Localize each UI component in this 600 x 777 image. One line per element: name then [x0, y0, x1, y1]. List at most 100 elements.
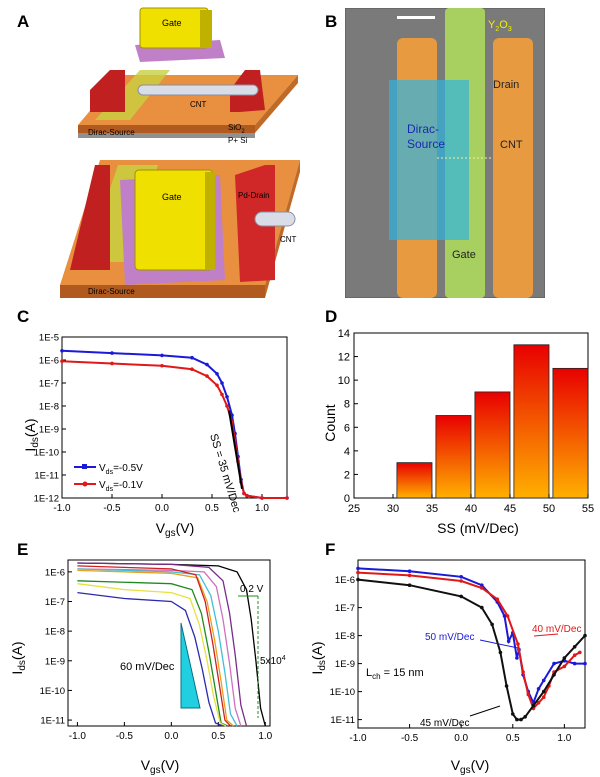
device-schematic: Gate CNT Dirac-Source SiO2 P+ Si Gate Pd… [60, 7, 300, 298]
drain-label: Drain [493, 79, 519, 91]
d-plot-xtick-label-2: 35 [426, 503, 438, 515]
c-plot-ytick-label-0: 1E-12 [34, 494, 59, 505]
chart-f-red-ss: 40 mV/Dec [532, 624, 581, 635]
c-plot-point-1-3 [190, 367, 194, 371]
chart-e-ylabel: Ids(A) [9, 641, 28, 674]
f-plot-point-2-9 [519, 717, 523, 722]
d-plot-bar-3 [513, 344, 550, 499]
chart-f-blue-pointer [479, 639, 519, 649]
f-plot-xtick-label-3: 0.5 [506, 733, 520, 744]
f-plot-point-1-5 [505, 614, 510, 618]
f-plot-point-0-17 [572, 661, 577, 666]
e-plot-xtick-label-3: 0.5 [211, 731, 225, 742]
gate-block-top [139, 7, 209, 49]
f-plot-ytick-label-1: 1E-10 [330, 687, 355, 698]
e-plot-series-purple [77, 562, 248, 727]
d-plot-ytick-label-6: 12 [338, 352, 350, 364]
drain-electrode [493, 38, 533, 298]
e-plot-ytick-label-3: 1E-8 [45, 627, 65, 638]
f-plot-point-1-4 [495, 597, 500, 601]
chart-f-ylabel: Ids(A) [309, 641, 328, 674]
panel-label-d: D [325, 307, 338, 326]
chart-d-xlabel: SS (mV/Dec) [437, 520, 519, 536]
f-plot-point-1-15 [572, 653, 577, 657]
f-plot-point-1-8 [526, 692, 531, 697]
c-plot-series-vds--0-5v [61, 349, 287, 499]
e-plot-ytick-label-0: 1E-11 [40, 716, 65, 727]
e-plot-series-green [77, 580, 228, 727]
chart-f-red-pointer [533, 633, 559, 637]
legend-label-blue: Vds=-0.5V [99, 463, 143, 476]
chart-e-vshift-label: 0.2 V [240, 584, 264, 595]
e-plot-xtick-label-2: 0.0 [164, 731, 178, 742]
c-plot-point-0-1 [110, 351, 114, 355]
cnt-label: CNT [500, 139, 523, 151]
f-plot-point-0-5 [502, 614, 507, 618]
c-plot-ytick-label-7: 1E-5 [39, 333, 59, 344]
e-plot-xtick-label-4: 1.0 [258, 731, 272, 742]
c-plot-point-0-2 [160, 353, 164, 358]
f-plot-point-2-12 [541, 689, 546, 694]
f-plot-point-2-15 [572, 645, 577, 649]
c-plot-xtick-label-2: 0.0 [155, 503, 169, 514]
d-plot-bar-1 [435, 415, 472, 499]
e-plot-series-blue [77, 591, 224, 727]
source-label-bottom: Dirac-Source [88, 287, 135, 296]
panel-label-b: B [325, 12, 338, 31]
c-plot-point-1-7 [225, 404, 229, 408]
c-plot-point-1-12 [242, 491, 246, 496]
y2o3-label: Y2O3 [488, 19, 512, 33]
c-plot-point-1-14 [260, 496, 264, 500]
gate-block-bottom [134, 169, 214, 271]
c-plot-point-1-1 [110, 361, 114, 366]
e-plot-ytick-label-2: 1E-9 [45, 656, 65, 667]
f-plot-ytick-label-0: 1E-11 [330, 715, 355, 726]
f-plot-point-2-8 [515, 717, 519, 722]
f-plot-point-1-16 [578, 650, 582, 655]
e-plot-ytick-label-5: 1E-6 [45, 567, 65, 578]
e-plot-ytick-label-1: 1E-10 [40, 686, 65, 697]
f-plot-xtick-label-4: 1.0 [557, 733, 571, 744]
chart-c-xlabel: Vgs(V) [156, 520, 195, 539]
d-plot-xtick-label-3: 40 [465, 503, 477, 515]
source-label-2: Source [407, 137, 445, 151]
e-plot-xtick-label-0: -1.0 [69, 731, 87, 742]
c-plot-xtick-label-3: 0.5 [205, 503, 219, 514]
d-plot-xtick-label-5: 50 [543, 503, 555, 515]
f-plot-ytick-label-3: 1E-8 [335, 631, 355, 642]
chart-e-slope-label: 60 mV/Dec [120, 661, 175, 673]
f-plot-xtick-label-1: -0.5 [401, 733, 419, 744]
drain-label-bottom: Pd-Drain [238, 191, 270, 200]
c-plot-point-1-2 [160, 363, 164, 368]
d-plot-ytick-label-3: 6 [344, 422, 350, 434]
c-plot-point-0-6 [220, 381, 224, 385]
d-plot-xtick-label-4: 45 [504, 503, 516, 515]
f-plot-point-0-2 [459, 575, 463, 579]
d-plot-ytick-label-1: 2 [344, 469, 350, 481]
f-plot-point-0-13 [536, 687, 541, 691]
chart-c-ylabel: Ids(A) [22, 418, 41, 451]
f-plot-series-black [357, 578, 586, 721]
c-plot-xtick-label-1: -0.5 [103, 503, 121, 514]
source-electrode-top [90, 70, 125, 112]
c-plot-ytick-label-2: 1E-10 [34, 448, 59, 459]
c-plot-point-1-5 [215, 383, 219, 388]
oxide-label: SiO2 [228, 123, 245, 135]
f-plot-point-0-18 [583, 661, 587, 666]
chart-e: Ids(A) Vgs(V) -1.0 -0.5 0.0 0.5 1.0 1E-11 1E-1… [9, 559, 286, 776]
f-plot-point-2-10 [523, 715, 527, 719]
substrate-label: P+ Si [228, 136, 248, 145]
panel-label-c: C [17, 307, 30, 326]
c-plot-point-0-7 [225, 395, 229, 399]
scale-bar [397, 16, 435, 19]
d-plot-bar-2 [474, 391, 511, 499]
panel-label-e: E [17, 540, 29, 559]
f-plot-ytick-label-2: 1E-9 [335, 659, 355, 670]
chart-f: Ids(A) Vgs(V) -1.0 -0.5 0.0 0.5 1.0 1E-11 1E-1… [309, 559, 587, 776]
e-plot-series-cyan [77, 568, 238, 727]
c-plot-xtick-label-4: 1.0 [255, 503, 269, 514]
f-plot-point-1-6 [516, 642, 520, 646]
f-plot-ytick-label-5: 1E-6 [335, 575, 355, 586]
f-plot-point-2-14 [562, 656, 567, 660]
c-plot-point-1-4 [205, 374, 209, 378]
